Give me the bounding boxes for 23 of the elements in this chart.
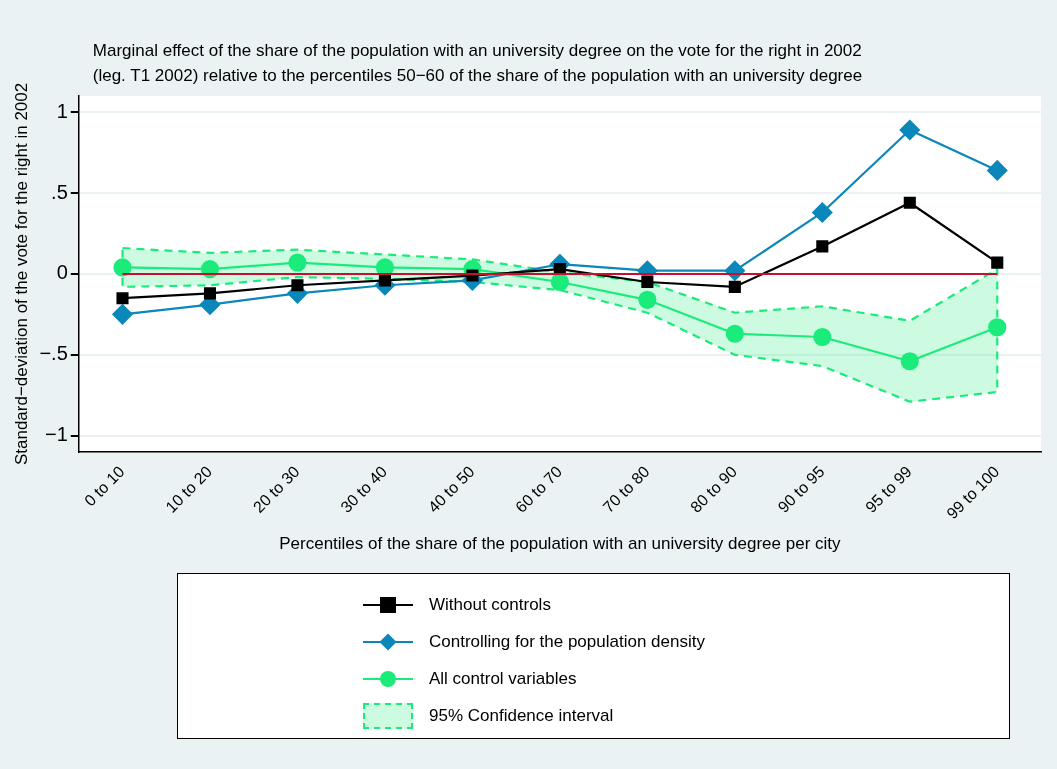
x-axis-title: Percentiles of the share of the population with an university degree per city [279, 534, 842, 554]
legend-label: Without controls [429, 594, 551, 615]
y-tick-label: 1 [56, 99, 68, 122]
legend-label: Controlling for the population density [429, 631, 705, 652]
x-tick-label: 70 to 80 [599, 462, 653, 516]
x-tick-label: 30 to 40 [337, 462, 391, 516]
y-tick-label: −1 [44, 423, 68, 446]
y-axis-title: Standard−deviation of the vote for the right in 2002 [11, 82, 31, 466]
x-tick-label: 10 to 20 [162, 462, 216, 516]
chart-title: Marginal effect of the share of the population with an university degree on the vote for the right in 2002 (leg. T1 2002) relative to the percentiles 50−60 of the share of the population with an university degree [92, 41, 863, 85]
y-tick-label: .5 [51, 180, 68, 203]
x-tick-label: 40 to 50 [424, 462, 478, 516]
x-tick-label: 99 to 100 [943, 462, 1003, 523]
x-tick-label: 20 to 30 [249, 462, 303, 516]
legend-label: All control variables [429, 668, 577, 689]
x-tick-label: 60 to 70 [512, 462, 566, 516]
text: 95% Confidence interval [429, 705, 614, 726]
y-tick-label: −.5 [39, 342, 68, 365]
x-tick-label: 80 to 90 [687, 462, 741, 516]
x-tick-label: 0 to 10 [81, 462, 128, 510]
y-tick-label: 0 [56, 261, 68, 284]
x-tick-label: 95 to 99 [862, 462, 916, 516]
x-tick-label: 90 to 95 [774, 462, 828, 516]
